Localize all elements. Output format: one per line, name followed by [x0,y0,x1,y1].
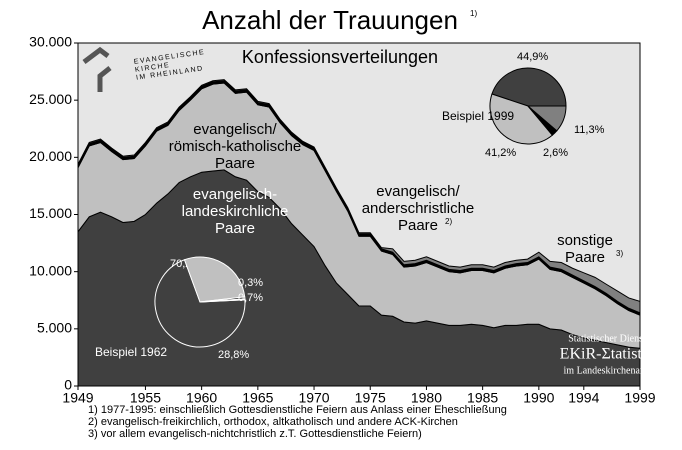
footnote: 2) evangelisch-freikirchlich, orthodox, … [88,416,458,428]
y-tick-label: 5.000 [37,320,72,336]
x-tick-label: 1990 [523,390,554,406]
x-tick-label: 1994 [568,390,599,406]
pie-label: 2,6% [543,147,568,159]
pie-label: 0,3% [238,277,263,289]
logo-mark [97,66,112,92]
x-tick-label: 1980 [411,390,442,406]
series-note: 3) [616,249,623,258]
title-note: 1) [470,9,477,18]
series-label: Paare [215,220,255,237]
subtitle: Konfessionsverteilungen [242,47,438,67]
source-text: EKiR-Σtatistik [560,346,655,363]
footnote: 3) vor allem evangelisch-nichtchristlich… [88,428,422,440]
series-label: Paare [398,217,438,234]
y-tick-label: 15.000 [29,205,72,221]
pie-label: 0,7% [238,292,263,304]
series-label: evangelisch/ [376,183,460,200]
x-tick-label: 1985 [467,390,498,406]
pie-slice [489,93,554,145]
series-label: landeskirchliche [182,203,289,220]
series-label: Paare [215,155,255,172]
series-label: anderschristliche [362,200,475,217]
y-tick-label: 20.000 [29,148,72,164]
series-label: Paare [565,249,605,266]
series-label: evangelisch/ [193,121,277,138]
logo-mark [82,46,110,64]
x-tick-label: 1999 [624,390,655,406]
x-tick-label: 1965 [242,390,273,406]
series-note: 2) [445,217,452,226]
x-tick-label: 1970 [298,390,329,406]
pie-title: Beispiel 1999 [442,109,514,123]
pie-label: 11,3% [574,124,605,136]
pie-slice [526,105,567,132]
x-tick-label: 1955 [130,390,161,406]
x-tick-label: 1949 [62,390,93,406]
series-label: römisch-katholische [169,138,302,155]
y-tick-label: 0 [64,377,72,393]
pie-label: 41,2% [485,147,516,159]
source-text: Statistischer Dienst [568,333,646,344]
y-tick-label: 25.000 [29,91,72,107]
series-label: sonstige [557,232,613,249]
x-tick-label: 1960 [186,390,217,406]
x-tick-label: 1975 [355,390,386,406]
logo-text: KIRCHE [135,62,171,74]
pie-slice [491,67,567,107]
footnote: 1) 1977-1995: einschließlich Gottesdiens… [88,404,507,416]
area [77,79,641,314]
pie-slice [183,256,246,303]
pie-slice [199,298,246,303]
pie-slice [154,259,246,348]
pie-label: 28,8% [218,349,249,361]
pie-label: 44,9% [517,51,548,63]
source-text: im Landeskirchenamt [564,365,651,376]
series-label: evangelisch- [193,186,277,203]
pie-title: Beispiel 1962 [95,345,167,359]
chart-title: Anzahl der Trauungen [202,5,458,35]
y-tick-label: 30.000 [29,34,72,50]
y-tick-label: 10.000 [29,262,72,278]
